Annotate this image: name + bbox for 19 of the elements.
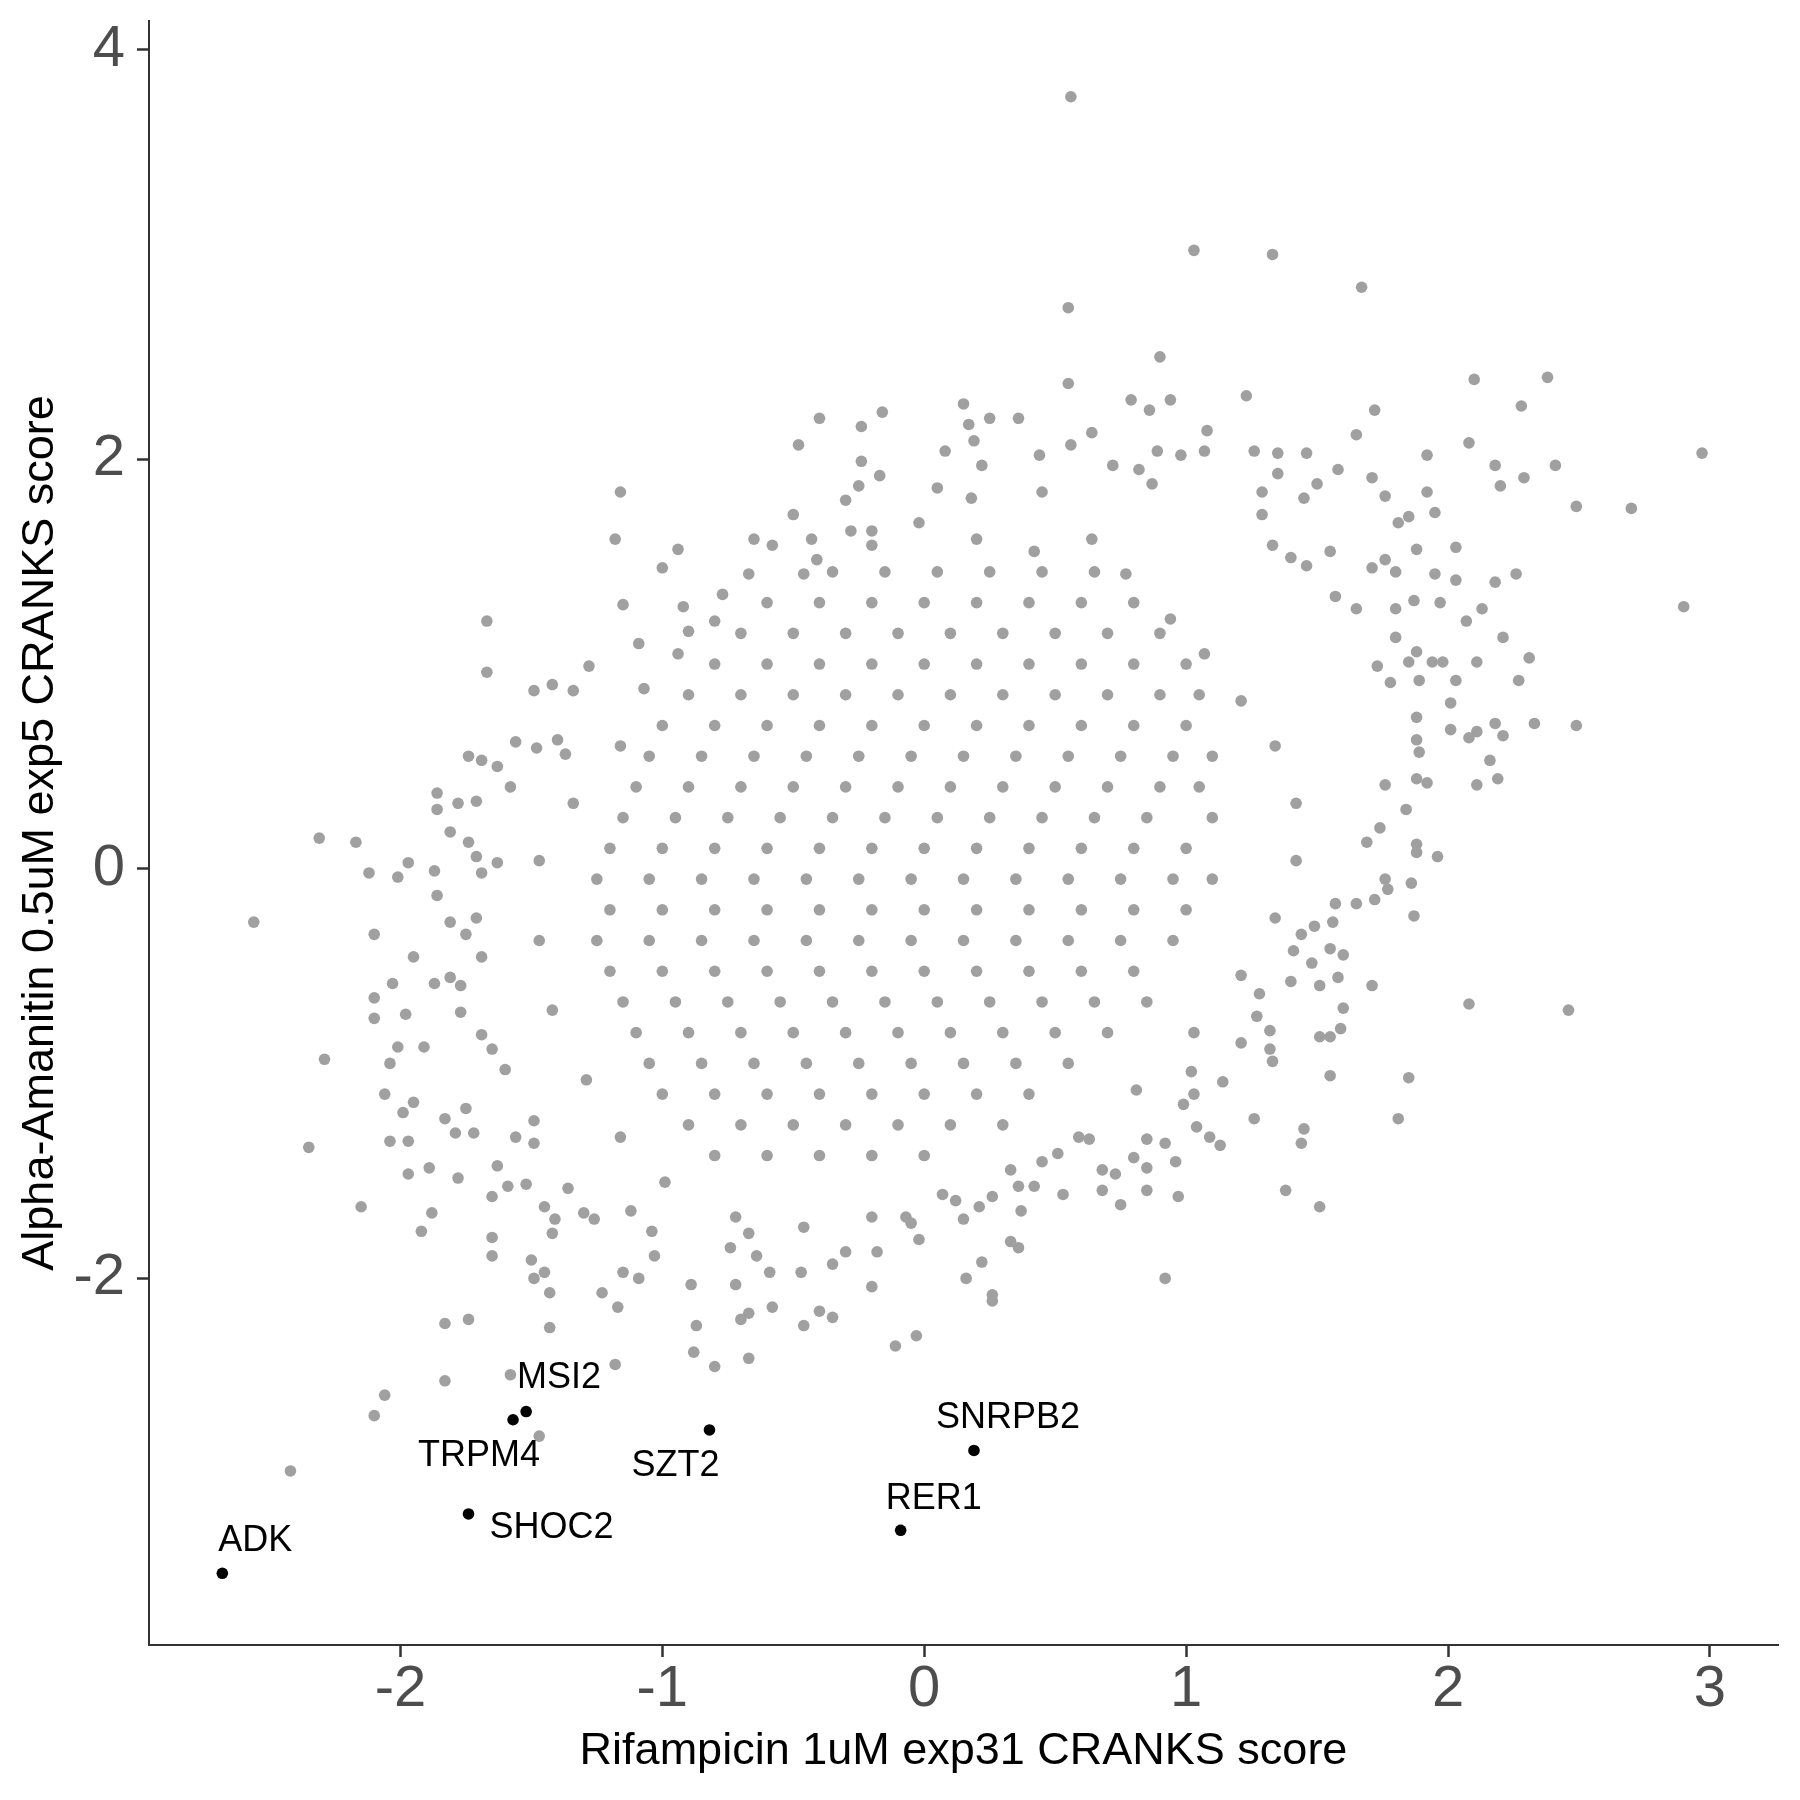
x-tick-label: -2 [374,1652,427,1718]
y-tick-label: 0 [92,831,125,897]
annotation: SNRPB2 [935,1395,1081,1437]
annotation: SZT2 [631,1442,720,1484]
x-tick-label: 2 [1431,1652,1465,1718]
annotation: MSI2 [517,1355,602,1397]
x-tick-label: -1 [636,1652,689,1718]
x-tick-label: 3 [1693,1652,1727,1718]
x-axis-title: Rifampicin 1uM exp31 CRANKS score [579,1723,1348,1775]
x-tick-label: 0 [908,1652,941,1718]
annotation: ADK [218,1518,293,1560]
annotation: TRPM4 [418,1432,541,1474]
y-tick-label: 2 [92,422,125,488]
annotation: SHOC2 [489,1504,614,1546]
y-axis-title: Alpha-Amanitin 0.5uM exp5 CRANKS score [12,395,64,1271]
y-tick-label: 4 [92,12,125,78]
x-tick-label: 1 [1169,1652,1203,1718]
y-tick-label: -2 [73,1241,125,1307]
annotation: RER1 [885,1476,982,1518]
